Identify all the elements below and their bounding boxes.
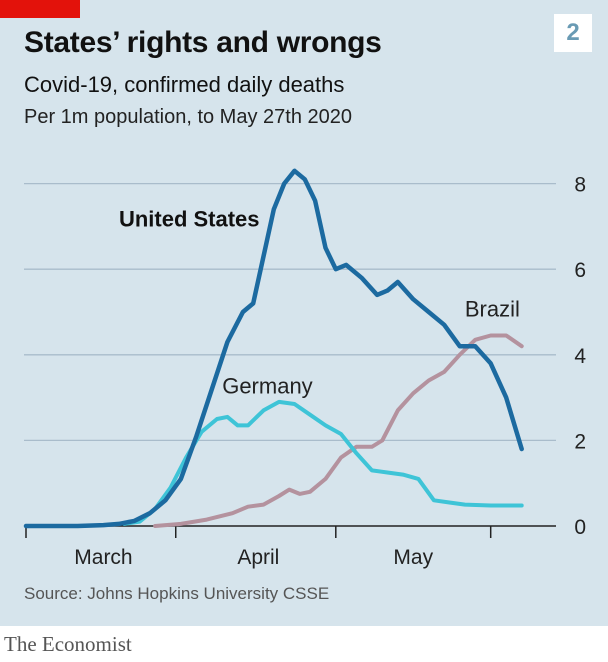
series-lines <box>23 168 524 529</box>
gridlines <box>24 182 556 442</box>
publisher-logo-text: The Economist <box>4 632 132 656</box>
series-labels: United States Germany Brazil <box>119 206 520 398</box>
x-tick-label-march: March <box>74 546 132 569</box>
y-tick-label-2: 2 <box>574 430 586 453</box>
chart-subtitle: Covid-19, confirmed daily deaths <box>24 72 345 97</box>
chart-panel <box>0 0 608 626</box>
x-axis: March April May <box>24 525 556 569</box>
source-note: Source: Johns Hopkins University CSSE <box>24 584 330 603</box>
chart-title: States’ rights and wrongs <box>24 26 382 59</box>
y-tick-label-6: 6 <box>574 259 586 282</box>
y-tick-label-0: 0 <box>574 516 586 539</box>
chart-units-subtitle: Per 1m population, to May 27th 2020 <box>24 106 352 128</box>
series-line-brazil <box>153 333 524 528</box>
line-chart: 0 2 4 6 8 March April May United States Germany… <box>23 168 586 569</box>
chart-number-badge: 2 <box>554 14 592 52</box>
series-label-brazil: Brazil <box>465 296 520 321</box>
y-tick-labels: 0 2 4 6 8 <box>574 174 586 539</box>
x-tick-label-april: April <box>237 546 279 569</box>
series-line-united-states <box>23 168 524 529</box>
brand-red-tab <box>0 0 80 18</box>
x-tick-label-may: May <box>393 546 433 569</box>
series-label-germany: Germany <box>222 373 312 398</box>
y-tick-label-8: 8 <box>574 174 586 197</box>
series-label-united-states: United States <box>119 206 260 231</box>
series-line-germany <box>122 399 524 526</box>
y-tick-label-4: 4 <box>574 345 586 368</box>
